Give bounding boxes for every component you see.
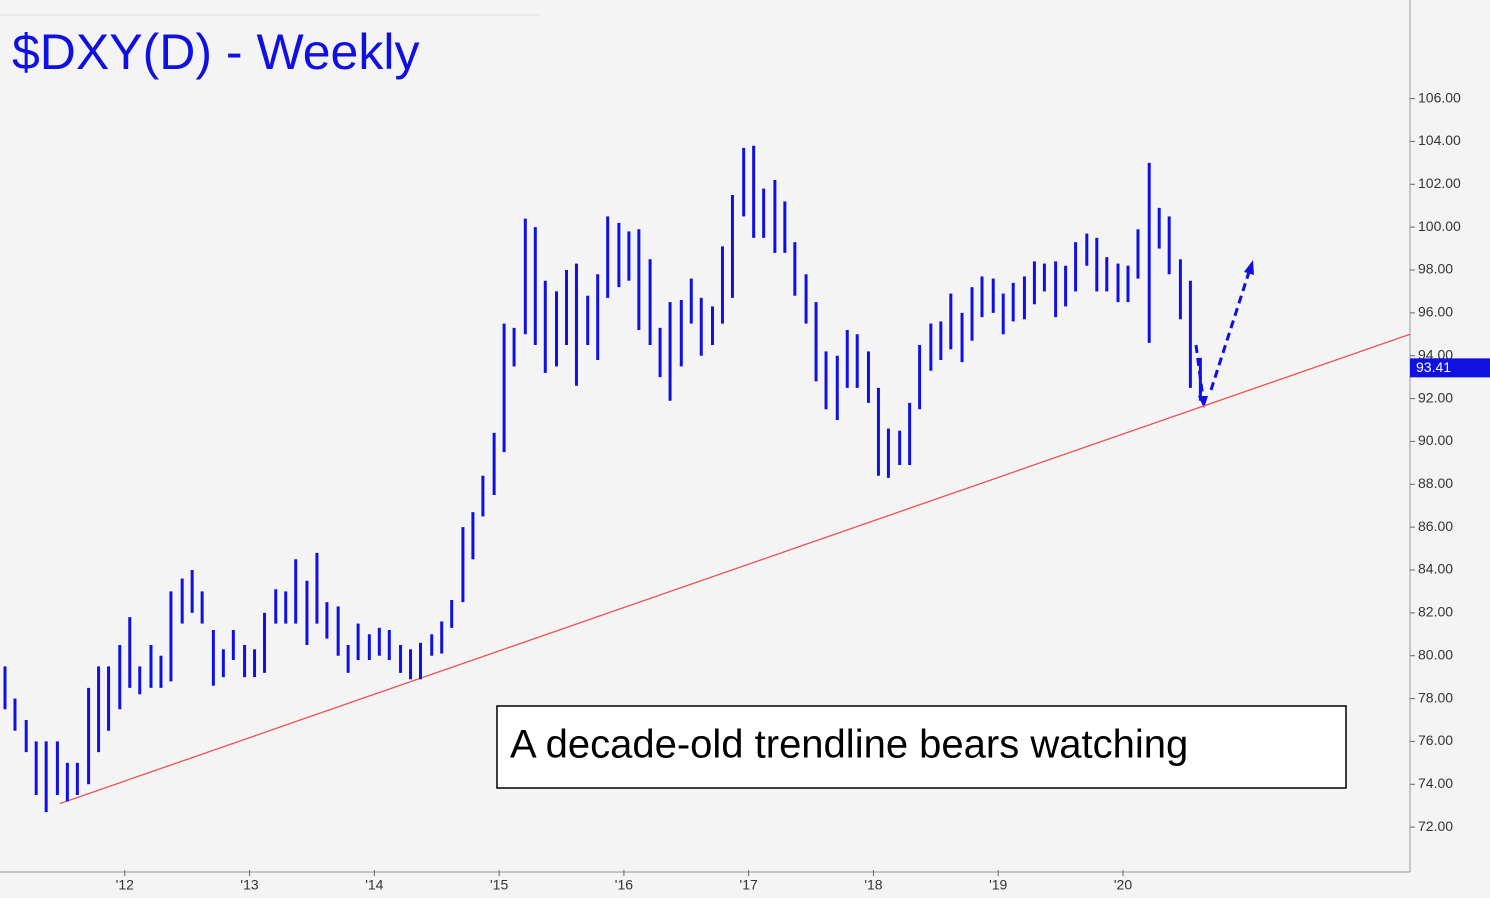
x-tick-label: '12 xyxy=(116,877,134,893)
y-tick-label: 86.00 xyxy=(1418,518,1453,534)
last-value-label: 93.41 xyxy=(1416,359,1451,375)
chart-title: $DXY(D) - Weekly xyxy=(12,24,419,80)
y-tick-label: 88.00 xyxy=(1418,475,1453,491)
x-tick-label: '17 xyxy=(740,877,758,893)
x-tick-label: '20 xyxy=(1114,877,1132,893)
annotation: A decade-old trendline bears watching xyxy=(510,723,1188,767)
up-arrow-head xyxy=(1244,260,1254,275)
y-tick-label: 80.00 xyxy=(1418,646,1453,662)
y-tick-label: 106.00 xyxy=(1418,89,1461,105)
x-tick-label: '14 xyxy=(365,877,383,893)
y-tick-label: 104.00 xyxy=(1418,132,1461,148)
up-arrow xyxy=(1209,271,1251,391)
annotation-box xyxy=(496,705,1347,789)
x-tick-label: '18 xyxy=(864,877,882,893)
y-tick-label: 90.00 xyxy=(1418,432,1453,448)
y-tick-label: 82.00 xyxy=(1418,604,1453,620)
y-tick-label: 72.00 xyxy=(1418,818,1453,834)
y-tick-label: 84.00 xyxy=(1418,561,1453,577)
y-tick-label: 100.00 xyxy=(1418,218,1461,234)
y-tick-label: 78.00 xyxy=(1418,689,1453,705)
x-tick-label: '19 xyxy=(989,877,1007,893)
y-tick-label: 76.00 xyxy=(1418,732,1453,748)
trendline xyxy=(59,333,1411,805)
y-tick-label: 92.00 xyxy=(1418,389,1453,405)
x-tick-label: '15 xyxy=(490,877,508,893)
y-tick-label: 96.00 xyxy=(1418,304,1453,320)
y-tick-label: 74.00 xyxy=(1418,775,1453,791)
y-tick-label: 102.00 xyxy=(1418,175,1461,191)
last-value-marker xyxy=(1410,358,1490,378)
y-tick-label: 98.00 xyxy=(1418,261,1453,277)
x-tick-label: '13 xyxy=(240,877,258,893)
x-tick-label: '16 xyxy=(615,877,633,893)
